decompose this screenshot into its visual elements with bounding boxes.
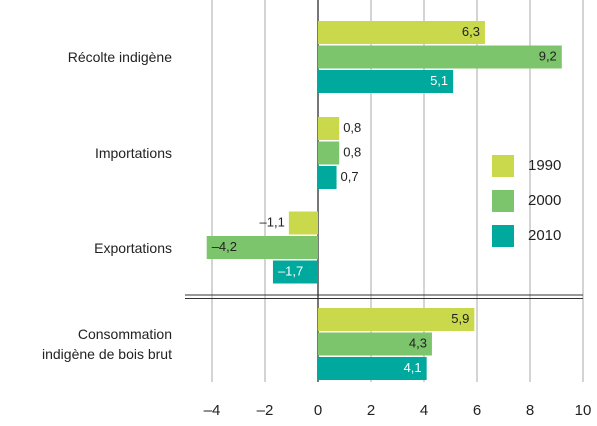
category-label: Récolte indigène	[67, 49, 172, 65]
legend-label: 1990	[528, 157, 561, 174]
value-label: 4,1	[404, 360, 422, 375]
value-label: –4,2	[212, 239, 237, 254]
value-label: 9,2	[539, 48, 557, 63]
value-label: 5,9	[451, 311, 469, 326]
bar	[318, 332, 432, 356]
legend-label: 2010	[528, 227, 561, 244]
x-tick-label: 6	[473, 402, 481, 419]
value-label: –1,7	[278, 263, 303, 278]
bar	[318, 357, 427, 380]
legend-swatch	[492, 190, 514, 212]
value-label: 0,7	[341, 169, 359, 184]
bar	[318, 21, 485, 44]
category-label: Exportations	[94, 239, 172, 256]
bar	[206, 236, 318, 259]
value-label: 4,3	[409, 335, 427, 350]
x-tick-label: 10	[575, 402, 592, 419]
value-label: 0,8	[343, 120, 361, 135]
category-label: Importations	[94, 145, 172, 161]
category-label: Consommation indigène de bois brut	[42, 326, 172, 362]
value-label: –1,1	[260, 214, 285, 229]
bar	[272, 260, 318, 284]
x-tick-label: 8	[526, 402, 534, 419]
bar	[318, 45, 562, 69]
bar	[318, 70, 454, 93]
value-label: 5,1	[430, 73, 448, 88]
bar	[318, 141, 340, 165]
legend-label: 2000	[528, 192, 561, 209]
bar	[318, 166, 337, 189]
bar	[318, 308, 475, 331]
legend-swatch	[492, 155, 514, 177]
x-tick-label: –4	[204, 402, 221, 419]
x-tick-label: 4	[420, 402, 428, 419]
bar	[318, 117, 340, 140]
x-tick-label: 0	[314, 402, 322, 419]
value-label: 0,8	[343, 144, 361, 159]
value-label: 6,3	[462, 24, 480, 39]
legend-swatch	[492, 225, 514, 247]
x-tick-label: –2	[257, 402, 274, 419]
x-tick-label: 2	[367, 402, 375, 419]
bar	[288, 211, 318, 235]
